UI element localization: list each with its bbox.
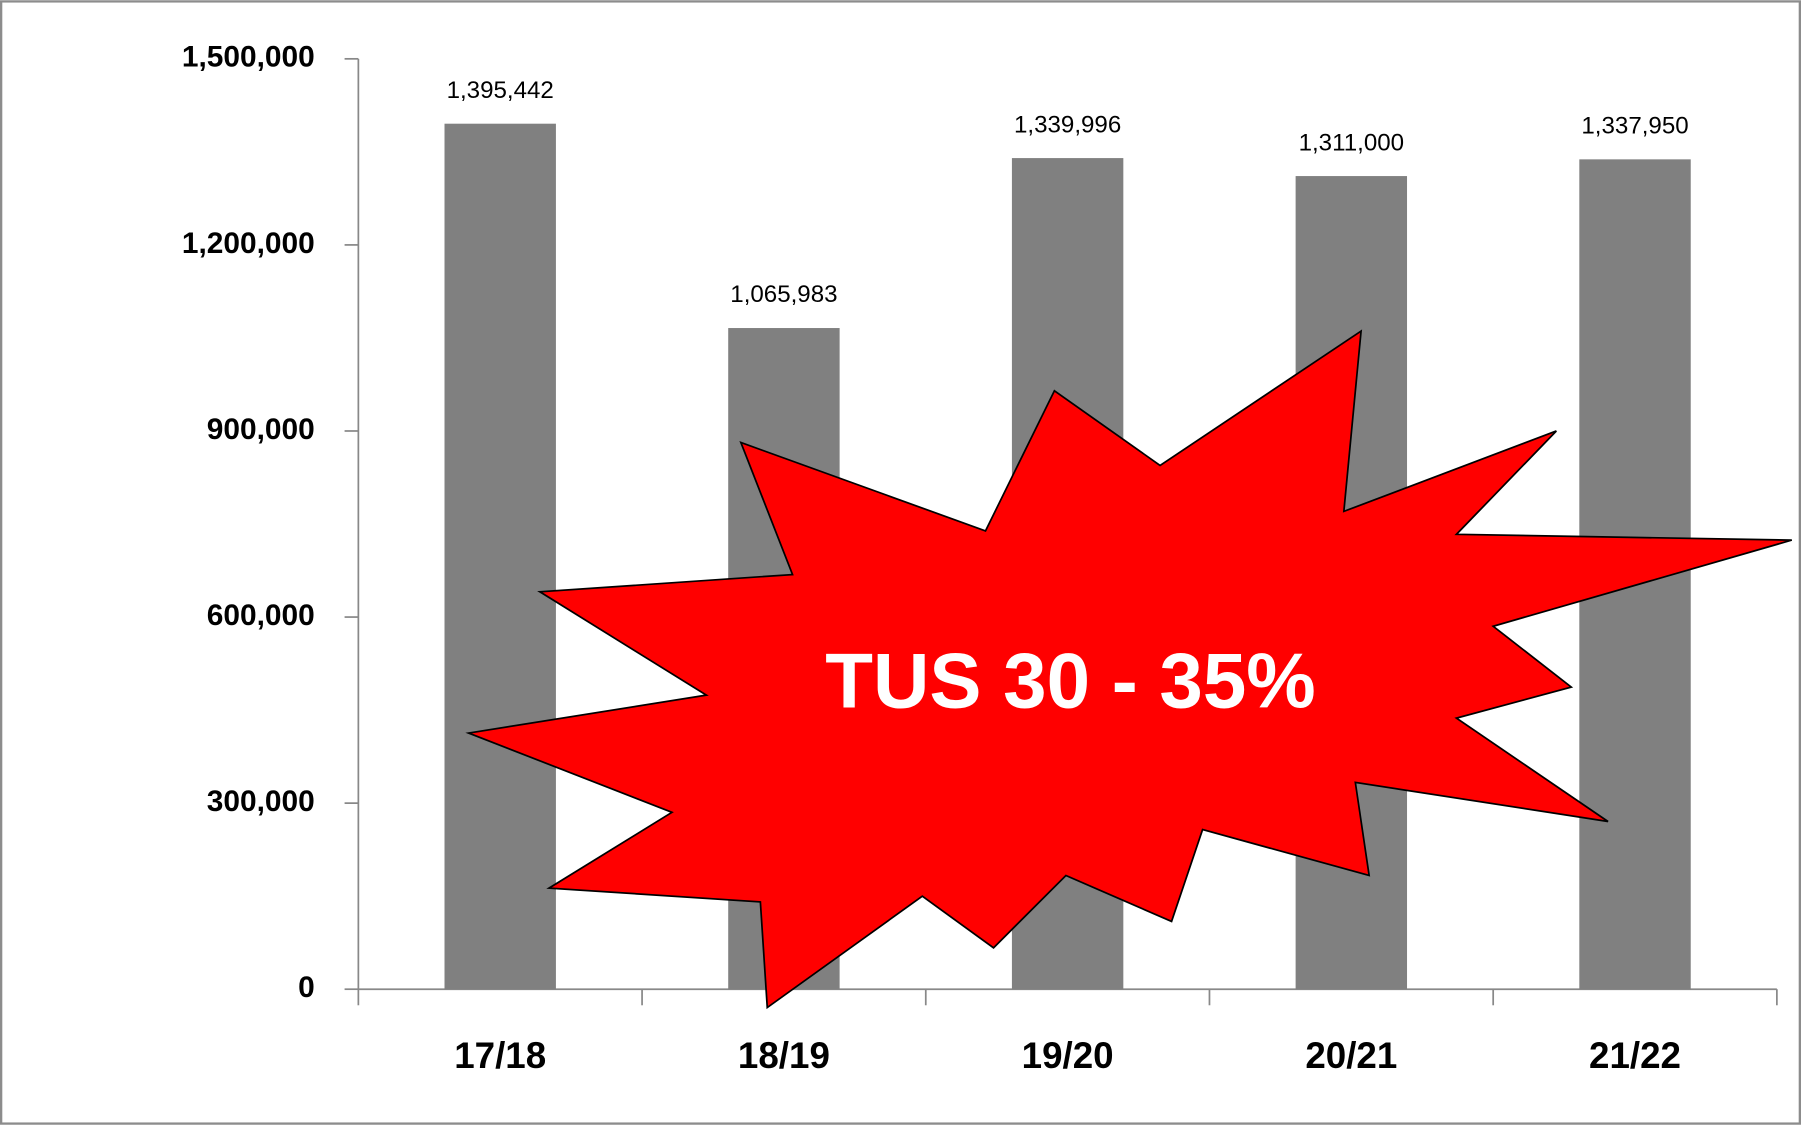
- x-tick-label: 20/21: [1305, 1035, 1397, 1076]
- y-tick-label: 300,000: [207, 785, 315, 818]
- value-label: 1,395,442: [447, 77, 554, 104]
- x-tick-label: 19/20: [1022, 1035, 1114, 1076]
- y-tick-label: 0: [298, 971, 315, 1004]
- y-tick-label: 900,000: [207, 413, 315, 446]
- value-label: 1,339,996: [1014, 111, 1121, 138]
- y-tick-label: 1,200,000: [182, 227, 315, 260]
- value-label: 1,311,000: [1299, 129, 1404, 156]
- value-label: 1,337,950: [1581, 113, 1688, 140]
- y-tick-label: 600,000: [207, 599, 315, 632]
- bar: [444, 123, 556, 990]
- x-tick-label: 18/19: [738, 1035, 830, 1076]
- x-tick-label: 21/22: [1589, 1035, 1681, 1076]
- x-tick-label: 17/18: [454, 1035, 546, 1076]
- y-tick-label: 1,500,000: [182, 41, 315, 74]
- annotation-group: TUS 30 - 35%: [465, 329, 1793, 1010]
- starburst: [465, 329, 1793, 1010]
- annotation: TUS 30 - 35%: [825, 637, 1315, 725]
- value-label: 1,065,983: [730, 281, 837, 308]
